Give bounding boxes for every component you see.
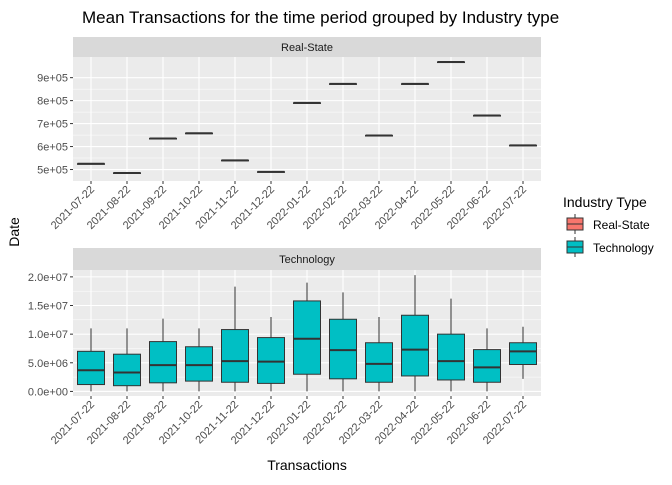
box-body [329,318,357,380]
facet-strip [73,248,541,270]
box-2021-11-22 [221,286,249,392]
facet-strip [73,37,541,57]
legend-label-technology: Technology [593,241,654,255]
box-2021-12-22 [257,316,285,392]
box-2021-07-22 [77,162,105,165]
box-2022-04-22 [401,275,429,392]
legend-key-technology [566,237,584,257]
box-2022-03-22 [365,134,393,137]
panel-real-state: Real-State5e+056e+057e+058e+059e+052021-… [37,37,541,232]
box-2021-09-22 [149,318,177,392]
box-2021-07-22 [77,328,105,392]
y-tick-label: 8e+05 [37,96,68,108]
box-2022-02-22 [329,292,357,392]
y-axis-title: Date [6,217,22,247]
box-2021-10-22 [185,328,213,392]
x-axis-title: Transactions [267,457,347,473]
box-2022-06-22 [473,114,501,117]
box-2022-02-22 [329,82,357,85]
facet-strip-label: Real-State [281,42,333,54]
y-tick-label: 6e+05 [37,142,68,154]
box-2022-05-22 [437,298,465,392]
box-2021-12-22 [257,170,285,173]
box-2022-04-22 [401,82,429,85]
box-2022-03-22 [365,316,393,392]
y-tick-label: 0.0e+00 [28,386,68,398]
box-body [293,300,321,375]
y-tick-label: 2.0e+07 [28,272,68,284]
legend-key-real-state [566,214,584,234]
y-tick-label: 5.0e+06 [28,358,68,370]
box-body [221,329,249,383]
box-2021-11-22 [221,159,249,162]
legend-title: Industry Type [563,194,647,210]
legend-label-real-state: Real-State [593,218,650,232]
chart-title: Mean Transactions for the time period gr… [82,8,559,27]
box-2021-10-22 [185,132,213,135]
y-tick-label: 1.5e+07 [28,301,68,313]
box-body [257,337,285,384]
box-2022-05-22 [437,61,465,64]
box-body [113,353,141,387]
facet-strip-label: Technology [279,254,335,266]
box-2021-08-22 [113,328,141,392]
box-body [365,342,393,383]
box-2021-08-22 [113,171,141,174]
box-2022-06-22 [473,328,501,392]
box-body [149,341,177,384]
box-body [437,333,465,381]
y-tick-label: 9e+05 [37,73,68,85]
box-2022-01-22 [293,282,321,392]
box-body [77,350,105,386]
box-2022-07-22 [509,144,537,147]
box-body [185,346,213,382]
box-body [509,342,537,365]
y-tick-label: 5e+05 [37,165,68,177]
legend: Industry Type Real-State Technology [563,194,654,257]
box-2022-07-22 [509,326,537,379]
box-2022-01-22 [293,101,321,104]
box-body [473,349,501,383]
y-tick-label: 1.0e+07 [28,329,68,341]
y-tick-label: 7e+05 [37,119,68,131]
box-2021-09-22 [149,137,177,140]
box-body [401,314,429,377]
